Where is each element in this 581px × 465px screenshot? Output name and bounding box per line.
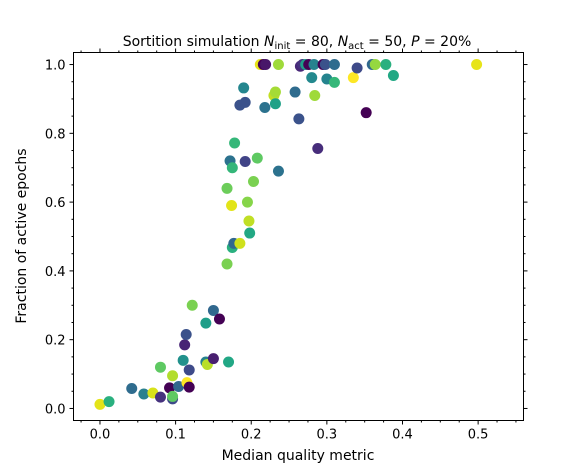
- data-point: [272, 59, 284, 71]
- data-point: [207, 304, 219, 316]
- x-tick-label: 0.4: [392, 428, 413, 443]
- data-point: [272, 165, 284, 177]
- x-tick-label: 0.5: [468, 428, 489, 443]
- data-point: [347, 72, 359, 84]
- data-point: [234, 237, 246, 249]
- data-point: [241, 196, 253, 208]
- data-point: [226, 162, 238, 174]
- data-point: [289, 86, 301, 98]
- data-point: [387, 70, 399, 82]
- data-point: [154, 391, 166, 403]
- x-tick-label: 0.0: [90, 428, 111, 443]
- y-tick-label: 1.0: [45, 59, 66, 74]
- data-point: [308, 59, 320, 71]
- data-point: [183, 381, 195, 393]
- data-point: [164, 382, 176, 394]
- data-points: [94, 59, 483, 410]
- data-point: [360, 107, 372, 119]
- data-point: [369, 59, 381, 71]
- y-tick-label: 0.6: [45, 196, 66, 211]
- data-point: [239, 96, 251, 108]
- data-point: [207, 353, 219, 365]
- data-point: [167, 390, 179, 402]
- data-point: [221, 258, 233, 270]
- data-point: [180, 329, 192, 341]
- data-point: [223, 356, 235, 368]
- plot-frame: [73, 52, 524, 421]
- x-tick-label: 0.2: [241, 428, 262, 443]
- y-tick-label: 0.2: [45, 334, 66, 349]
- data-point: [306, 72, 318, 84]
- data-point: [179, 339, 191, 351]
- data-point: [200, 317, 212, 329]
- data-point: [351, 62, 363, 74]
- data-point: [186, 299, 198, 311]
- data-point: [471, 59, 483, 71]
- data-point: [103, 396, 115, 408]
- y-tick-label: 0.4: [45, 265, 66, 280]
- x-axis-label: Median quality metric: [222, 448, 375, 464]
- data-point: [226, 200, 238, 212]
- data-point: [319, 59, 331, 71]
- data-point: [269, 98, 281, 110]
- y-tick-label: 0.0: [45, 402, 66, 417]
- data-point: [221, 182, 233, 194]
- data-point: [167, 370, 179, 382]
- y-axis-ticks: 0.0 0.2 0.4 0.6 0.8 1.0: [45, 59, 528, 417]
- data-point: [244, 227, 256, 239]
- data-point: [229, 137, 241, 149]
- data-point: [309, 89, 321, 101]
- data-point: [183, 364, 195, 376]
- x-tick-label: 0.3: [317, 428, 338, 443]
- data-point: [259, 102, 271, 114]
- data-point: [328, 76, 340, 88]
- data-point: [328, 59, 340, 71]
- data-point: [293, 113, 305, 125]
- x-axis-ticks: 0.0 0.1 0.2 0.3 0.4 0.5: [80, 48, 517, 443]
- data-point: [154, 361, 166, 373]
- y-tick-label: 0.8: [45, 127, 66, 142]
- data-point: [269, 86, 281, 98]
- chart-title: Sortition simulation Ninit = 80, Nact = …: [123, 34, 472, 52]
- data-point: [94, 398, 106, 410]
- data-point: [173, 380, 185, 392]
- data-point: [248, 175, 259, 187]
- data-point: [213, 313, 225, 325]
- y-axis-label: Fraction of active epochs: [14, 148, 30, 323]
- data-point: [380, 59, 392, 71]
- x-tick-label: 0.1: [165, 428, 186, 443]
- data-point: [177, 354, 189, 366]
- data-point: [243, 215, 255, 227]
- data-point: [126, 383, 138, 395]
- data-point: [238, 82, 250, 94]
- data-point: [312, 142, 324, 154]
- data-point: [138, 388, 150, 400]
- data-point: [239, 156, 251, 168]
- data-point: [251, 152, 263, 164]
- data-point: [260, 59, 272, 71]
